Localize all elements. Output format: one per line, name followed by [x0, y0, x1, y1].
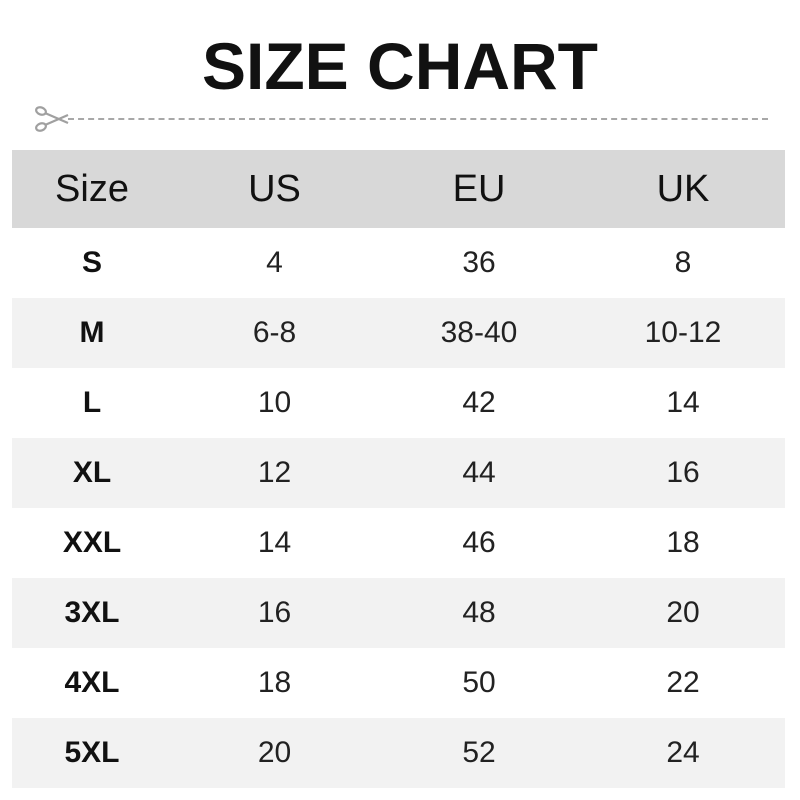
table-row: S 4 36 8: [12, 228, 785, 298]
table-row: 3XL 16 48 20: [12, 578, 785, 648]
cell-size: 4XL: [64, 666, 120, 699]
cell-eu: 36: [462, 246, 496, 279]
dashed-line: [68, 118, 768, 120]
table-row: M 6-8 38-40 10-12: [12, 298, 785, 368]
cell-size: 5XL: [12, 718, 172, 788]
header-us: US: [172, 150, 377, 228]
cell-us: 12: [172, 438, 377, 508]
cell-eu: 48: [377, 578, 581, 648]
cell-uk: 18: [666, 526, 700, 559]
cell-size: S: [81, 246, 102, 279]
cell-size: XL: [12, 438, 172, 508]
header-row: Size US EU UK: [12, 150, 785, 228]
table-row: 5XL 20 52 24: [12, 718, 785, 788]
cell-us: 10: [257, 386, 292, 419]
cell-uk: 16: [581, 438, 785, 508]
header-uk: UK: [581, 150, 785, 228]
cell-eu: 38-40: [377, 298, 581, 368]
cell-eu: 50: [462, 666, 496, 699]
table-row: XXL 14 46 18: [12, 508, 785, 578]
cell-eu: 46: [462, 526, 496, 559]
cell-us: 16: [172, 578, 377, 648]
header-size: Size: [12, 150, 172, 228]
cell-size: 3XL: [12, 578, 172, 648]
cell-uk: 14: [666, 386, 700, 419]
cell-us: 6-8: [172, 298, 377, 368]
cell-uk: 24: [581, 718, 785, 788]
cell-size: L: [82, 386, 102, 419]
cut-line: [34, 106, 768, 132]
table-row: 4XL 18 50 22: [12, 648, 785, 718]
cell-uk: 20: [581, 578, 785, 648]
cell-size: XXL: [62, 526, 122, 559]
cell-uk: 22: [666, 666, 700, 699]
cell-uk: 10-12: [581, 298, 785, 368]
page-title: SIZE CHART: [202, 29, 598, 103]
cell-us: 14: [257, 526, 292, 559]
cell-uk: 8: [674, 246, 692, 279]
cell-us: 4: [266, 246, 283, 279]
scissors-icon: [35, 106, 69, 132]
cell-eu: 44: [377, 438, 581, 508]
cell-eu: 42: [462, 386, 496, 419]
table-row: XL 12 44 16: [12, 438, 785, 508]
cell-us: 20: [172, 718, 377, 788]
header-eu: EU: [377, 150, 581, 228]
table-row: L 10 42 14: [12, 368, 785, 438]
cell-eu: 52: [377, 718, 581, 788]
cell-size: M: [12, 298, 172, 368]
size-table: Size US EU UK S 4 36 8 M 6-8 38-40 10-12 L 10 42 14…: [12, 150, 785, 788]
cell-us: 18: [257, 666, 292, 699]
